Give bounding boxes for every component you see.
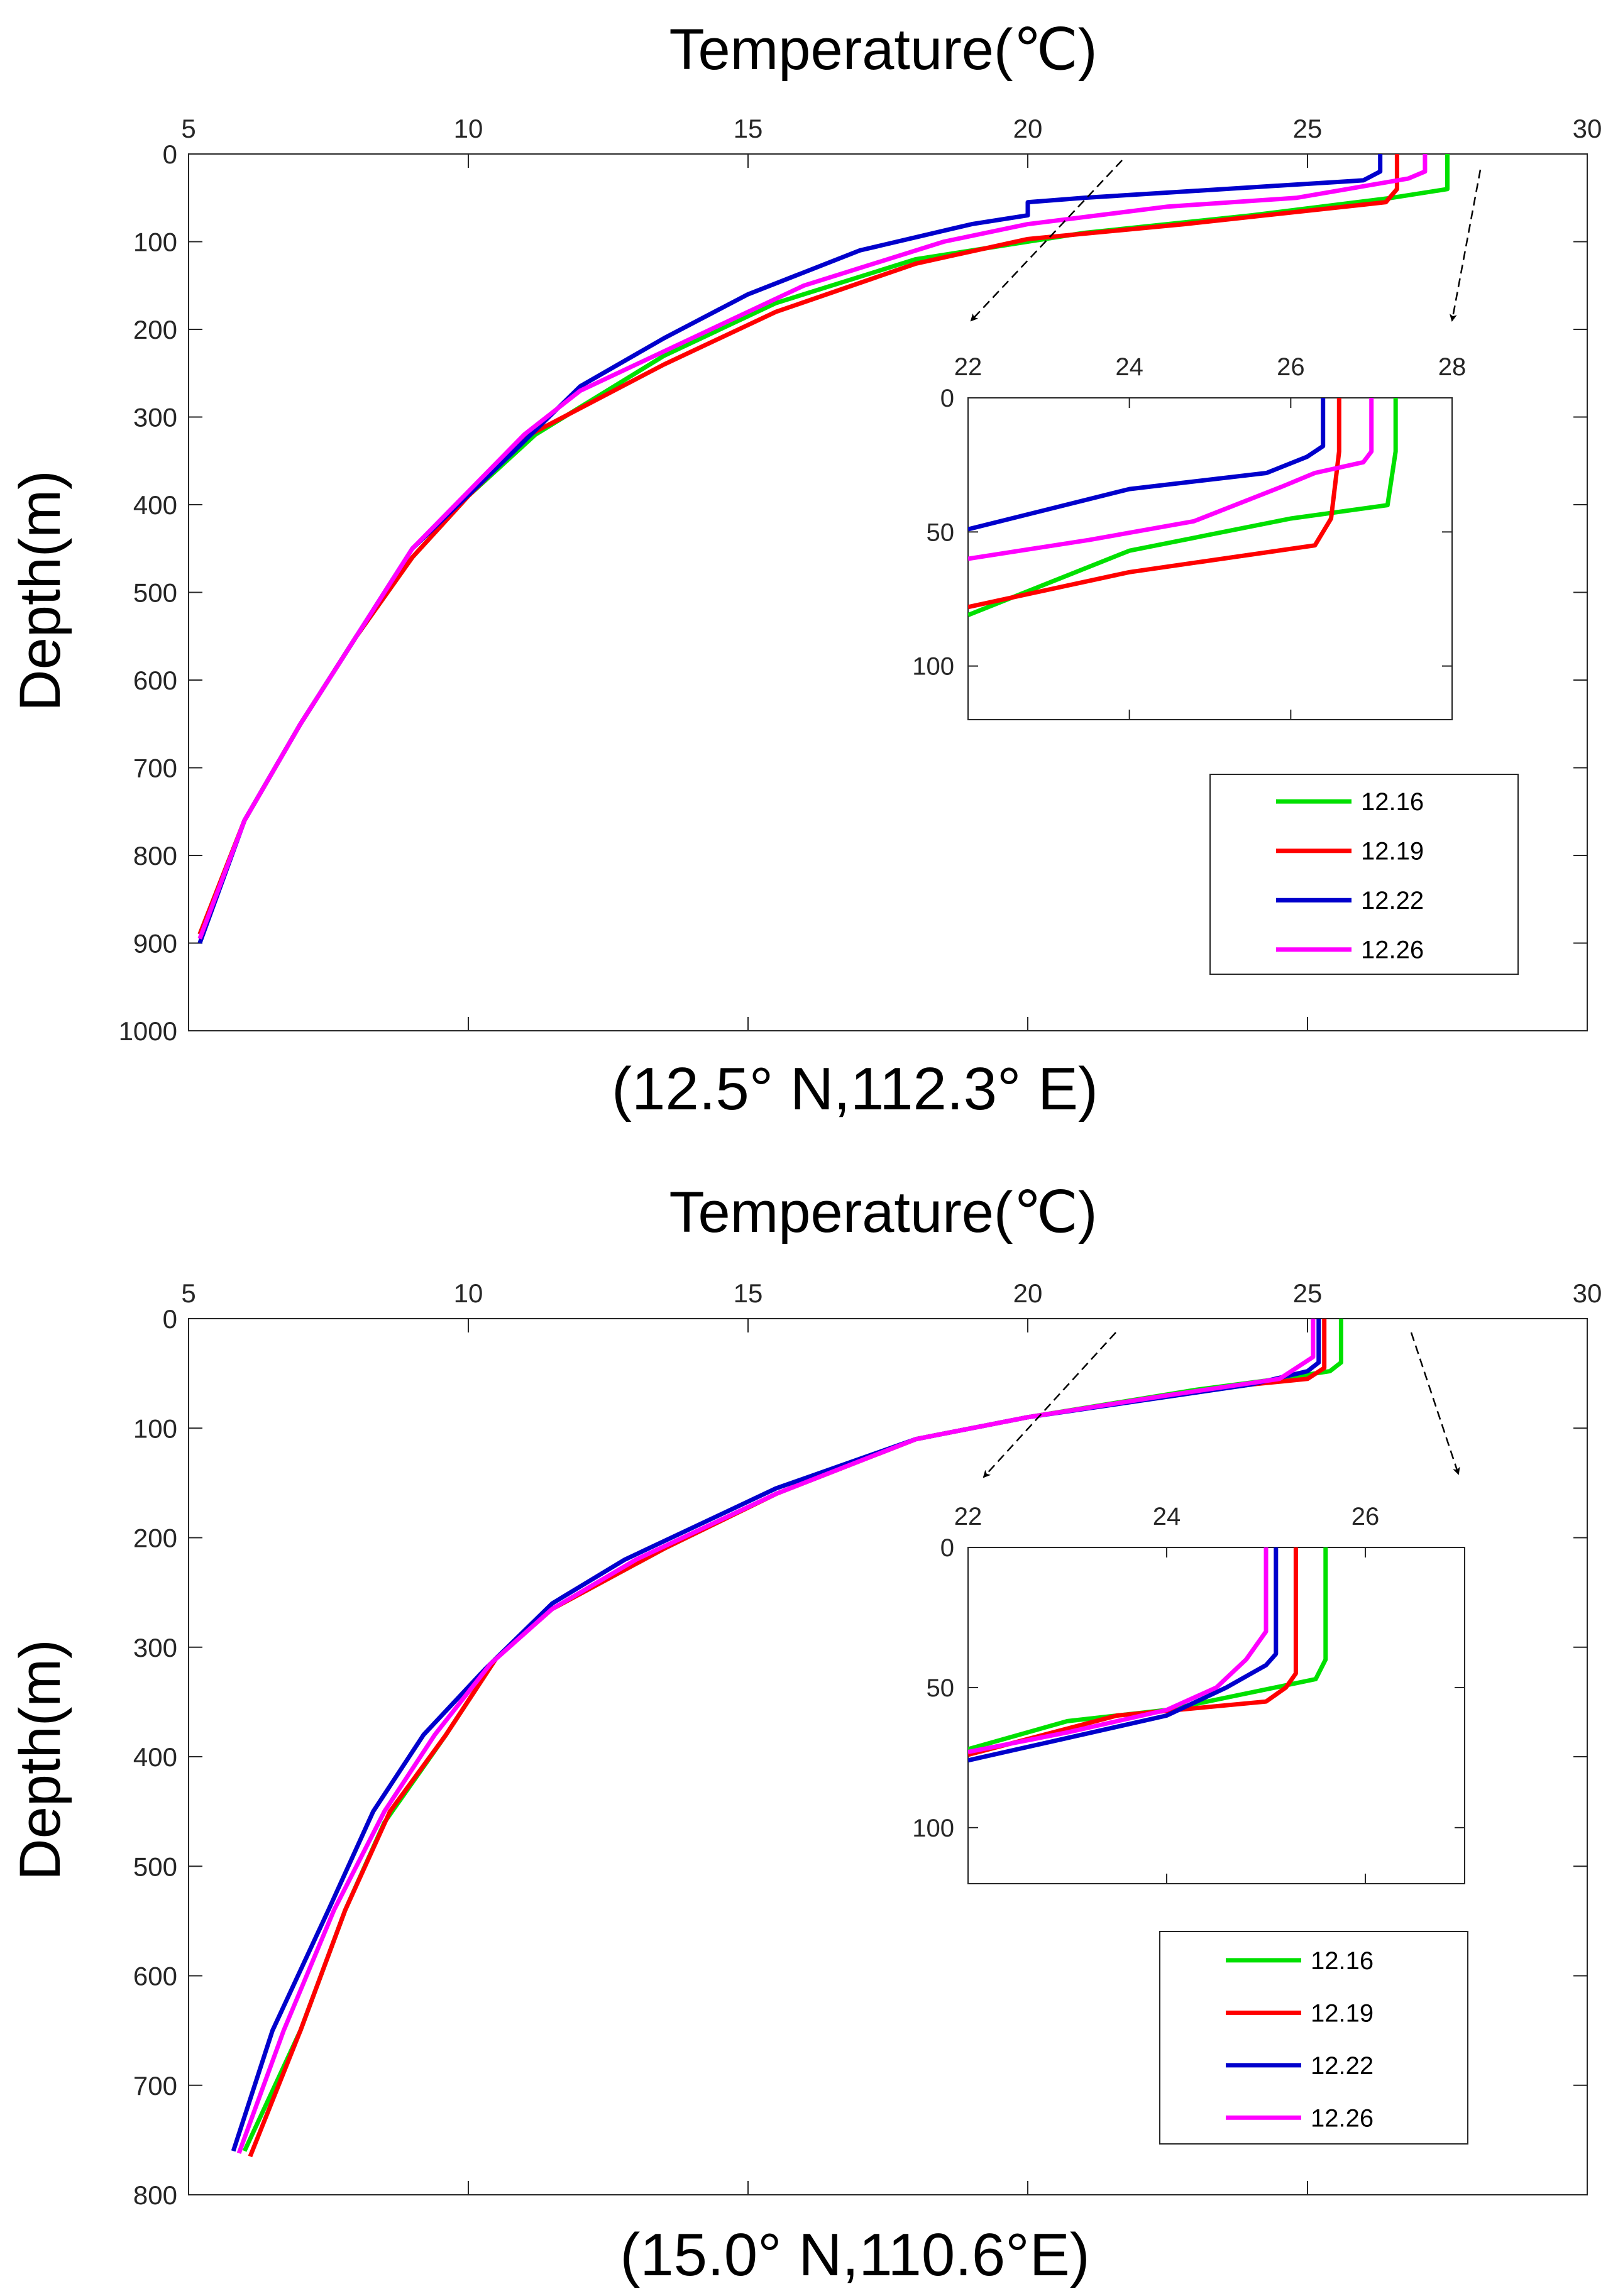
y-tick-label: 0	[163, 140, 177, 169]
inset-series-group	[968, 1547, 1328, 1763]
legend: 12.16 12.19 12.22 12.26	[1209, 774, 1519, 975]
y-tick-label: 500	[133, 1852, 177, 1881]
y-tick-label: 100	[133, 228, 177, 257]
inset-y-tick-label: 0	[940, 1534, 954, 1562]
x-axis-title: Temperature(℃)	[669, 18, 1097, 82]
zoom-arrow	[1410, 1332, 1460, 1475]
inset-x-tick-label: 22	[954, 1503, 983, 1530]
series-line-12.26	[197, 154, 1428, 940]
legend-label: 12.16	[1361, 788, 1424, 816]
inset-series-line-12.16	[968, 398, 1398, 617]
inset-x-tick-label: 26	[1352, 1503, 1380, 1530]
inset-series-line-12.26	[968, 1547, 1269, 1754]
inset-series-line-12.22	[968, 398, 1326, 532]
legend-box	[1159, 1931, 1468, 2145]
inset-y-tick-label: 100	[912, 653, 954, 681]
zoom-arrow	[1449, 169, 1482, 322]
y-tick-label: 1000	[119, 1016, 177, 1046]
y-tick-label: 200	[133, 315, 177, 344]
y-tick-label: 300	[133, 403, 177, 432]
x-tick-label: 25	[1293, 1278, 1323, 1308]
y-tick-label: 600	[133, 666, 177, 695]
inset-y-tick-label: 0	[940, 385, 954, 412]
y-tick-label: 800	[133, 841, 177, 871]
inset-series-line-12.19	[968, 398, 1341, 610]
zoom-arrow	[983, 1332, 1116, 1478]
y-axis-title: Depth(m)	[8, 470, 72, 711]
inset-y-tick-label: 50	[927, 1674, 955, 1702]
inset-plot: 22 24 26 0 50 100	[912, 1503, 1465, 1884]
legend-label: 12.22	[1311, 2052, 1374, 2080]
panel-bottom: 5 10 15 20 25 300100200300400500600700800Temp…	[8, 1180, 1602, 2288]
inset-series-line-12.16	[968, 1547, 1328, 1752]
inset-x-tick-label: 28	[1438, 353, 1467, 381]
x-tick-label: 20	[1013, 1278, 1043, 1308]
y-tick-label: 500	[133, 578, 177, 608]
zoom-arrow	[970, 160, 1123, 322]
inset-x-tick-label: 24	[1153, 1503, 1181, 1530]
y-tick-label: 400	[133, 490, 177, 520]
x-tick-label: 5	[181, 114, 195, 143]
inset-x-tick-label: 26	[1277, 353, 1305, 381]
legend: 12.16 12.19 12.22 12.26	[1159, 1931, 1468, 2145]
y-axis-title: Depth(m)	[8, 1639, 72, 1880]
inset-series-line-12.22	[968, 1547, 1279, 1763]
inset-x-tick-label: 22	[954, 353, 983, 381]
x-tick-label: 10	[454, 1278, 483, 1308]
legend-box	[1209, 774, 1519, 975]
inset-series-line-12.26	[968, 398, 1374, 561]
x-tick-label: 25	[1293, 114, 1323, 143]
x-tick-label: 30	[1573, 1278, 1602, 1308]
y-tick-label: 700	[133, 2071, 177, 2101]
panel-caption: (12.5° N,112.3° E)	[612, 1055, 1098, 1123]
y-tick-label: 900	[133, 929, 177, 958]
inset-series-line-12.19	[968, 1547, 1298, 1757]
y-tick-label: 800	[133, 2180, 177, 2210]
y-tick-label: 700	[133, 754, 177, 783]
inset-x-tick-label: 24	[1115, 353, 1143, 381]
x-tick-label: 10	[454, 114, 483, 143]
inset-y-tick-label: 100	[912, 1815, 954, 1842]
legend-label: 12.19	[1311, 1999, 1374, 2027]
inset-plot-area	[967, 1547, 1465, 1884]
series-line-12.26	[236, 1319, 1316, 2154]
panel-caption: (15.0° N,110.6°E)	[620, 2221, 1089, 2288]
legend-label: 12.16	[1311, 1947, 1374, 1975]
y-tick-label: 0	[163, 1304, 177, 1334]
legend-label: 12.26	[1361, 937, 1424, 964]
inset-y-tick-label: 50	[927, 519, 955, 546]
y-tick-label: 300	[133, 1633, 177, 1662]
y-tick-label: 600	[133, 1962, 177, 1991]
legend-label: 12.22	[1361, 887, 1424, 915]
y-tick-label: 200	[133, 1524, 177, 1553]
x-tick-label: 30	[1573, 114, 1602, 143]
y-tick-label: 100	[133, 1414, 177, 1443]
legend-label: 12.19	[1361, 838, 1424, 865]
panel-top: 5 10 15 20 25 3001002003004005006007008009001…	[8, 18, 1602, 1123]
y-tick-label: 400	[133, 1742, 177, 1772]
x-tick-label: 15	[734, 1278, 763, 1308]
x-tick-label: 15	[734, 114, 763, 143]
legend-label: 12.26	[1311, 2104, 1374, 2132]
inset-series-group	[968, 398, 1398, 617]
x-tick-label: 20	[1013, 114, 1043, 143]
x-tick-label: 5	[181, 1278, 195, 1308]
inset-plot: 22 24 26 28 0 50 100	[912, 353, 1466, 720]
x-axis-title: Temperature(℃)	[669, 1180, 1097, 1244]
